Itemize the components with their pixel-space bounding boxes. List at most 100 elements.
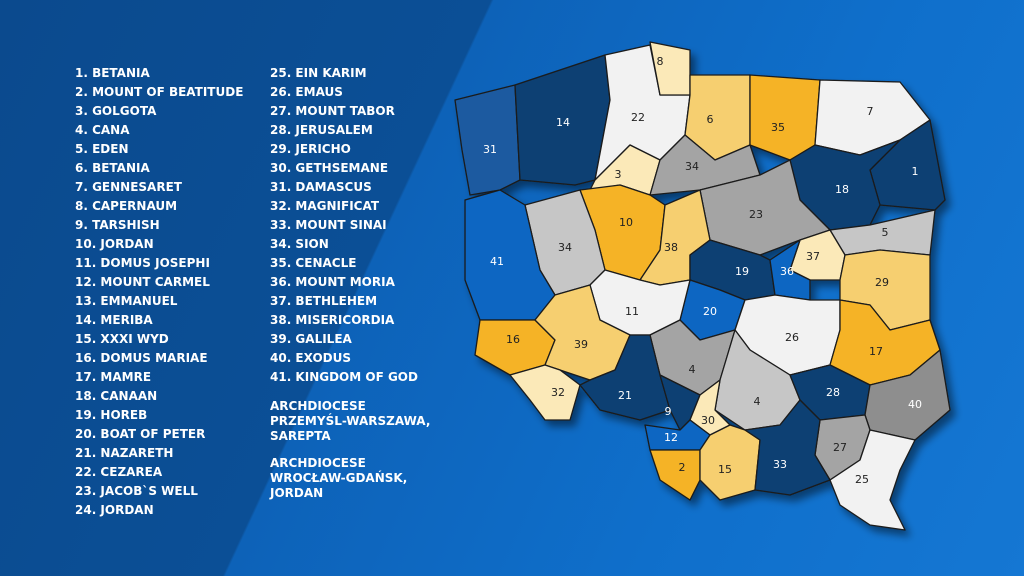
legend-item: 33. MOUNT SINAI xyxy=(270,218,387,232)
legend-item: 17. MAMRE xyxy=(75,370,152,384)
region-label: 6 xyxy=(707,113,714,126)
region-label: 2 xyxy=(679,461,686,474)
region-label: 25 xyxy=(855,473,869,486)
region-label: 39 xyxy=(574,338,588,351)
region-label: 12 xyxy=(664,431,678,444)
region-label: 31 xyxy=(483,143,497,156)
regions xyxy=(454,41,951,531)
legend-item: 38. MISERICORDIA xyxy=(270,313,395,327)
region-label: 34 xyxy=(685,160,699,173)
region-label: 36 xyxy=(780,265,794,278)
region xyxy=(454,84,521,196)
region xyxy=(749,74,821,161)
legend-note: ARCHDIOCESE WROCŁAW-GDAŃSK, JORDAN xyxy=(270,456,430,501)
region-label: 17 xyxy=(869,345,883,358)
legend-item: 32. MAGNIFICAT xyxy=(270,199,380,213)
legend-item: 26. EMAUS xyxy=(270,85,343,99)
legend-item: 9. TARSHISH xyxy=(75,218,160,232)
region-label: 4 xyxy=(754,395,761,408)
legend-item: 8. CAPERNAUM xyxy=(75,199,178,213)
legend-item: 6. BETANIA xyxy=(75,161,150,175)
legend-item: 21. NAZARETH xyxy=(75,446,174,460)
legend-item: 27. MOUNT TABOR xyxy=(270,104,395,118)
legend-item: 37. BETHLEHEM xyxy=(270,294,378,308)
region-label: 10 xyxy=(619,216,633,229)
region-label: 29 xyxy=(875,276,889,289)
region xyxy=(509,364,581,421)
legend-item: 34. SION xyxy=(270,237,329,251)
region-label: 37 xyxy=(806,250,820,263)
legend-item: 25. EIN KARIM xyxy=(270,66,367,80)
legend-item: 29. JERICHO xyxy=(270,142,351,156)
note-line: WROCŁAW-GDAŃSK, xyxy=(270,471,408,485)
region-label: 40 xyxy=(908,398,922,411)
region-label: 35 xyxy=(771,121,785,134)
region-label: 20 xyxy=(703,305,717,318)
note-line: PRZEMYŚL-WARSZAWA, xyxy=(270,414,431,428)
region-label: 8 xyxy=(657,55,664,68)
legend-item: 24. JORDAN xyxy=(75,503,154,517)
region-label: 28 xyxy=(826,386,840,399)
region xyxy=(829,429,916,531)
region-label: 33 xyxy=(773,458,787,471)
region-label: 27 xyxy=(833,441,847,454)
legend-item: 14. MERIBA xyxy=(75,313,153,327)
region-label: 18 xyxy=(835,183,849,196)
region-label: 1 xyxy=(912,165,919,178)
region-label: 5 xyxy=(882,226,889,239)
legend-item: 35. CENACLE xyxy=(270,256,357,270)
region xyxy=(649,449,701,501)
note-line: SAREPTA xyxy=(270,429,331,443)
legend-column: 25. EIN KARIM 26. EMAUS 27. MOUNT TABOR 28.… xyxy=(270,64,430,501)
legend-item: 16. DOMUS MARIAE xyxy=(75,351,208,365)
legend-item: 12. MOUNT CARMEL xyxy=(75,275,210,289)
legend-item: 2. MOUNT OF BEATITUDE xyxy=(75,85,244,99)
region-label: 21 xyxy=(618,389,632,402)
region-label: 38 xyxy=(664,241,678,254)
legend-item: 15. XXXI WYD xyxy=(75,332,169,346)
legend-note: ARCHDIOCESE PRZEMYŚL-WARSZAWA, SAREPTA xyxy=(270,399,430,444)
region xyxy=(649,134,761,196)
legend-column: 1. BETANIA 2. MOUNT OF BEATITUDE 3. GOLGOT… xyxy=(75,64,243,520)
legend-item: 31. DAMASCUS xyxy=(270,180,372,194)
legend-item: 1. BETANIA xyxy=(75,66,150,80)
legend-item: 7. GENNESARET xyxy=(75,180,182,194)
legend-item: 20. BOAT OF PETER xyxy=(75,427,206,441)
legend-item: 28. JERUSALEM xyxy=(270,123,373,137)
legend-item: 11. DOMUS JOSEPHI xyxy=(75,256,210,270)
legend-item: 22. CEZAREA xyxy=(75,465,163,479)
legend-item: 41. KINGDOM OF GOD xyxy=(270,370,418,384)
region-label: 34 xyxy=(558,241,572,254)
legend-item: 39. GALILEA xyxy=(270,332,352,346)
region-label: 3 xyxy=(615,168,622,181)
legend-item: 10. JORDAN xyxy=(75,237,154,251)
legend-item: 40. EXODUS xyxy=(270,351,352,365)
region-label: 41 xyxy=(490,255,504,268)
legend-item: 30. GETHSEMANE xyxy=(270,161,389,175)
region-label: 15 xyxy=(718,463,732,476)
note-line: ARCHDIOCESE xyxy=(270,399,366,413)
region-label: 14 xyxy=(556,116,570,129)
region-label: 30 xyxy=(701,414,715,427)
region-label: 9 xyxy=(665,405,672,418)
region-label: 19 xyxy=(735,265,749,278)
note-line: JORDAN xyxy=(270,486,324,500)
region xyxy=(744,399,831,496)
region-label: 16 xyxy=(506,333,520,346)
legend-item: 36. MOUNT MORIA xyxy=(270,275,395,289)
region-label: 7 xyxy=(867,105,874,118)
region-label: 23 xyxy=(749,208,763,221)
region-label: 22 xyxy=(631,111,645,124)
region-label: 26 xyxy=(785,331,799,344)
region-label: 4 xyxy=(689,363,696,376)
legend-item: 5. EDEN xyxy=(75,142,129,156)
legend-item: 4. CANA xyxy=(75,123,130,137)
legend-item: 13. EMMANUEL xyxy=(75,294,178,308)
region-label: 11 xyxy=(625,305,639,318)
region-label: 32 xyxy=(551,386,565,399)
legend-item: 18. CANAAN xyxy=(75,389,158,403)
legend-item: 23. JACOB`S WELL xyxy=(75,484,198,498)
legend-item: 19. HOREB xyxy=(75,408,148,422)
